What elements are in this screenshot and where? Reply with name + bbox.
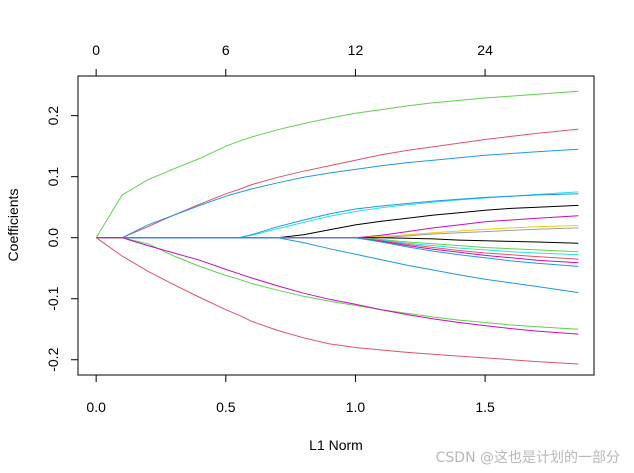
y-tick-label: 0.1 [45,167,61,187]
y-tick-label: -0.1 [45,286,61,310]
series-line-8 [96,225,579,239]
series-line-15 [96,237,579,267]
y-tick-label: -0.2 [45,347,61,371]
y-axis: -0.2 -0.1 0.0 0.1 0.2 [45,106,79,372]
series-line-18 [96,237,579,335]
top-tick-label: 24 [477,42,493,58]
y-tick-label: 0.2 [45,106,61,126]
watermark: CSDN @这也是计划的一部分 [436,449,620,466]
x-tick-label: 1.0 [346,399,366,415]
series-line-6 [96,204,579,239]
series-line-19 [95,237,579,365]
y-tick-label: 0.0 [45,228,61,248]
top-tick-label: 0 [92,42,100,58]
series-line-17 [96,237,579,330]
plot-frame [77,75,595,376]
top-tick-label: 6 [222,42,230,58]
x-tick-label: 1.5 [475,399,495,415]
y-axis-title: Coefficients [5,189,21,262]
series-line-2 [96,128,579,239]
series-line-10 [96,237,579,244]
series-line-7 [96,215,579,239]
x-tick-label: 0.0 [86,399,106,415]
x-tick-label: 0.5 [216,399,236,415]
series-line-12 [96,237,579,256]
top-tick-label: 12 [348,42,364,58]
series-line-9 [96,227,579,239]
series-line-16 [96,237,579,294]
series-layer [95,90,579,365]
series-line-11 [96,237,579,253]
top-axis: 0 6 12 24 [92,42,493,77]
x-axis-title: L1 Norm [309,437,363,453]
x-axis: 0.0 0.5 1.0 1.5 [86,374,495,415]
series-line-1 [95,90,579,238]
series-line-3 [96,148,579,239]
